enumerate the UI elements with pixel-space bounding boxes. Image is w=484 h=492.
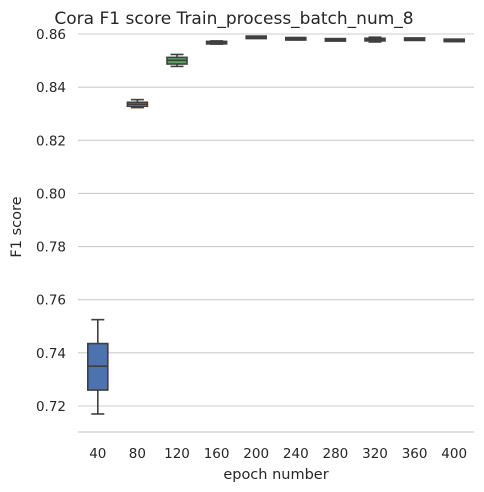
x-tick-label: 360 — [402, 446, 428, 462]
x-tick-labels: 40 80 120 160 200 240 280 320 360 400 — [89, 446, 467, 462]
gridlines — [78, 33, 474, 407]
y-tick-label: 0.76 — [36, 293, 66, 309]
x-tick-label: 400 — [441, 446, 467, 462]
x-tick-label: 280 — [323, 446, 349, 462]
box-200 — [245, 35, 267, 40]
x-tick-label: 320 — [362, 446, 388, 462]
box-40 — [87, 318, 109, 415]
x-axis-label: epoch number — [223, 467, 328, 483]
box-400 — [443, 38, 466, 43]
y-tick-label: 0.74 — [36, 346, 66, 362]
box-160 — [205, 40, 228, 45]
y-tick-label: 0.82 — [36, 133, 66, 149]
box-80 — [126, 98, 149, 109]
x-tick-label: 160 — [204, 446, 230, 462]
chart-title: Cora F1 score Train_process_batch_num_8 — [54, 9, 413, 29]
box-360 — [403, 37, 426, 42]
x-tick-label: 40 — [89, 446, 106, 462]
y-tick-labels: 0.72 0.74 0.76 0.78 0.80 0.82 0.84 0.86 — [36, 27, 66, 415]
y-tick-label: 0.78 — [36, 240, 66, 256]
y-axis-label: F1 score — [9, 196, 25, 257]
boxes — [87, 35, 466, 415]
box-280 — [324, 37, 347, 42]
box-120 — [166, 53, 188, 68]
box-240 — [284, 36, 307, 41]
x-tick-label: 120 — [164, 446, 190, 462]
y-tick-label: 0.84 — [36, 80, 66, 96]
x-tick-label: 240 — [283, 446, 309, 462]
x-tick-label: 200 — [243, 446, 269, 462]
y-tick-label: 0.80 — [36, 186, 66, 202]
box-320 — [364, 36, 386, 43]
y-tick-label: 0.72 — [36, 399, 66, 415]
x-tick-label: 80 — [129, 446, 146, 462]
y-tick-label: 0.86 — [36, 27, 66, 43]
